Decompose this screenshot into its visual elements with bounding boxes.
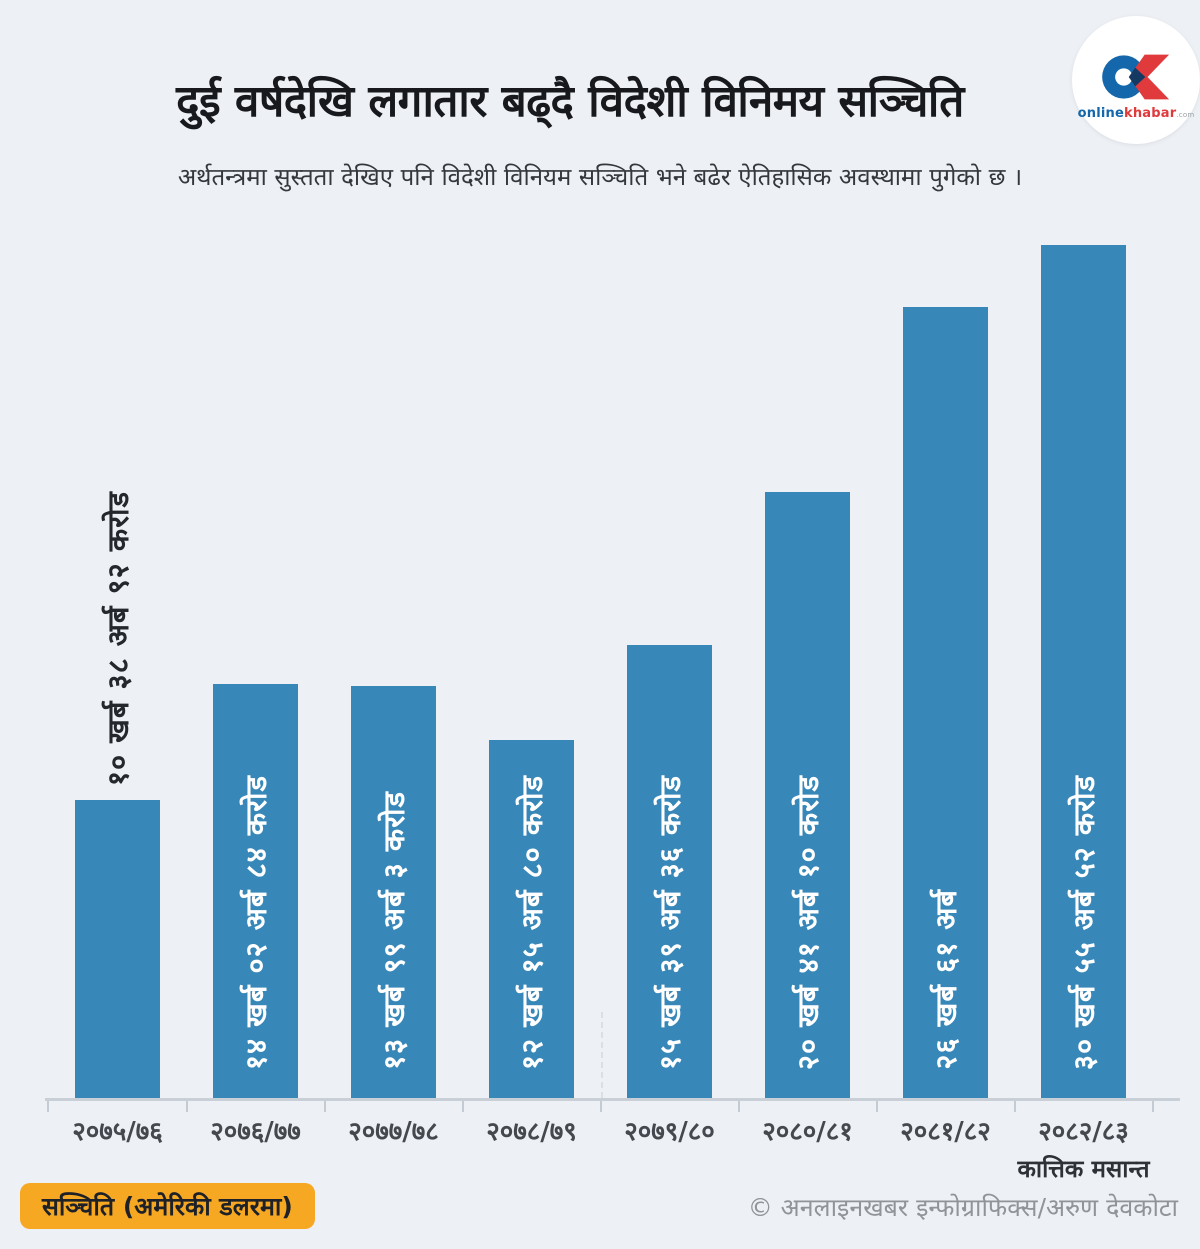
axis-tick xyxy=(324,1101,326,1112)
axis-tick xyxy=(47,1101,49,1112)
bar-value-label: १२ खर्ब १५ अर्ब ८० करोड xyxy=(489,775,574,1070)
x-label-text: २०७९/८० xyxy=(624,1117,715,1147)
bar-value-label: ३० खर्ब ५५ अर्ब ५२ करोड xyxy=(1041,775,1126,1070)
x-label-text: २०७६/७७ xyxy=(210,1117,301,1147)
x-label-2075-76: २०७५/७६ xyxy=(49,1112,187,1148)
bar-2079-80: १५ खर्ब ३९ अर्ब ३६ करोड xyxy=(627,645,712,1100)
bar-rect xyxy=(627,645,712,1100)
bar-value-label: २६ खर्ब ६१ अर्ब xyxy=(903,889,988,1070)
x-label-note: कात्तिक मसान्त xyxy=(1017,1155,1150,1183)
x-label-2082-83: २०८२/८३ कात्तिक मसान्त xyxy=(1015,1112,1153,1185)
bar-value-text: १४ खर्ब ०२ अर्ब ८४ करोड xyxy=(239,774,273,1070)
x-label-text: २०८१/८२ xyxy=(900,1117,991,1147)
x-label-text: २०७५/७६ xyxy=(72,1117,163,1147)
bar-value-text: १२ खर्ब १५ अर्ब ८० करोड xyxy=(515,774,549,1070)
bar-rect xyxy=(765,492,850,1100)
x-label-text: २०७८/७९ xyxy=(486,1117,577,1147)
bar-2080-81: २० खर्ब ४१ अर्ब १० करोड xyxy=(765,492,850,1100)
x-label-2076-77: २०७६/७७ xyxy=(187,1112,325,1148)
bar-value-label: १५ खर्ब ३९ अर्ब ३६ करोड xyxy=(627,775,712,1070)
credit-line: © अनलाइनखबर इन्फोग्राफिक्स/अरुण देवकोटा xyxy=(747,1193,1178,1222)
ok-logo-icon xyxy=(1102,54,1170,99)
bar-rect xyxy=(75,800,160,1100)
x-label-2081-82: २०८१/८२ xyxy=(877,1112,1015,1148)
bar-value-text: २६ खर्ब ६१ अर्ब xyxy=(929,889,963,1070)
bar-2077-78: १३ खर्ब ९९ अर्ब ३ करोड xyxy=(351,686,436,1100)
x-label-text: २०८२/८३ xyxy=(1038,1117,1129,1147)
bar-value-label: १४ खर्ब ०२ अर्ब ८४ करोड xyxy=(213,775,298,1070)
x-label-2077-78: २०७७/७८ xyxy=(325,1112,463,1148)
onlinekhabar-logo: onlinekhabar.com xyxy=(1072,16,1200,144)
bar-2078-79: १२ खर्ब १५ अर्ब ८० करोड xyxy=(489,740,574,1100)
bar-value-label: २० खर्ब ४१ अर्ब १० करोड xyxy=(765,775,850,1070)
bar-rect xyxy=(489,740,574,1100)
axis-tick xyxy=(186,1101,188,1112)
x-label-2078-79: २०७८/७९ xyxy=(463,1112,601,1148)
bar-2075-76: १० खर्ब ३८ अर्ब ९२ करोड xyxy=(75,491,160,1100)
page-title: दुई वर्षदेखि लगातार बढ्दै विदेशी विनिमय … xyxy=(176,76,964,127)
logo-wordmark: onlinekhabar.com xyxy=(1078,106,1195,121)
badge-label: सञ्चिति (अमेरिकी डलरमा) xyxy=(42,1192,293,1221)
bar-value-text: १५ खर्ब ३९ अर्ब ३६ करोड xyxy=(653,774,687,1070)
bar-2082-83: ३० खर्ब ५५ अर्ब ५२ करोड xyxy=(1041,245,1126,1100)
page-subtitle: अर्थतन्त्रमा सुस्तता देखिए पनि विदेशी वि… xyxy=(177,163,1023,191)
bar-value-label: १० खर्ब ३८ अर्ब ९२ करोड xyxy=(75,491,160,786)
bar-rect xyxy=(213,684,298,1100)
logo-word-khabar: khabar xyxy=(1124,105,1177,121)
x-axis-line xyxy=(45,1098,1180,1101)
axis-tick xyxy=(738,1101,740,1112)
axis-tick xyxy=(1152,1101,1154,1112)
x-label-text: २०७७/७८ xyxy=(348,1117,439,1147)
bar-value-text: २० खर्ब ४१ अर्ब १० करोड xyxy=(791,774,825,1070)
axis-tick xyxy=(1014,1101,1016,1112)
bar-2076-77: १४ खर्ब ०२ अर्ब ८४ करोड xyxy=(213,684,298,1100)
axis-tick xyxy=(462,1101,464,1112)
x-label-text: २०८०/८१ xyxy=(762,1117,853,1147)
axis-tick xyxy=(876,1101,878,1112)
bar-rect xyxy=(903,307,988,1100)
logo-word-tld: .com xyxy=(1176,110,1195,119)
bar-value-text: ३० खर्ब ५५ अर्ब ५२ करोड xyxy=(1067,774,1101,1070)
bar-2081-82: २६ खर्ब ६१ अर्ब xyxy=(903,307,988,1100)
bar-rect xyxy=(351,686,436,1100)
x-label-2080-81: २०८०/८१ xyxy=(739,1112,877,1148)
bar-rect xyxy=(1041,245,1126,1100)
bar-value-label: १३ खर्ब ९९ अर्ब ३ करोड xyxy=(351,791,436,1070)
axis-tick xyxy=(600,1101,602,1112)
bar-value-text: १० खर्ब ३८ अर्ब ९२ करोड xyxy=(101,490,135,786)
dashed-guide-line xyxy=(601,1012,603,1098)
logo-word-online: online xyxy=(1077,105,1124,121)
bar-value-text: १३ खर्ब ९९ अर्ब ३ करोड xyxy=(377,790,411,1070)
x-label-2079-80: २०७९/८० xyxy=(601,1112,739,1148)
reserves-unit-badge: सञ्चिति (अमेरिकी डलरमा) xyxy=(20,1183,315,1229)
